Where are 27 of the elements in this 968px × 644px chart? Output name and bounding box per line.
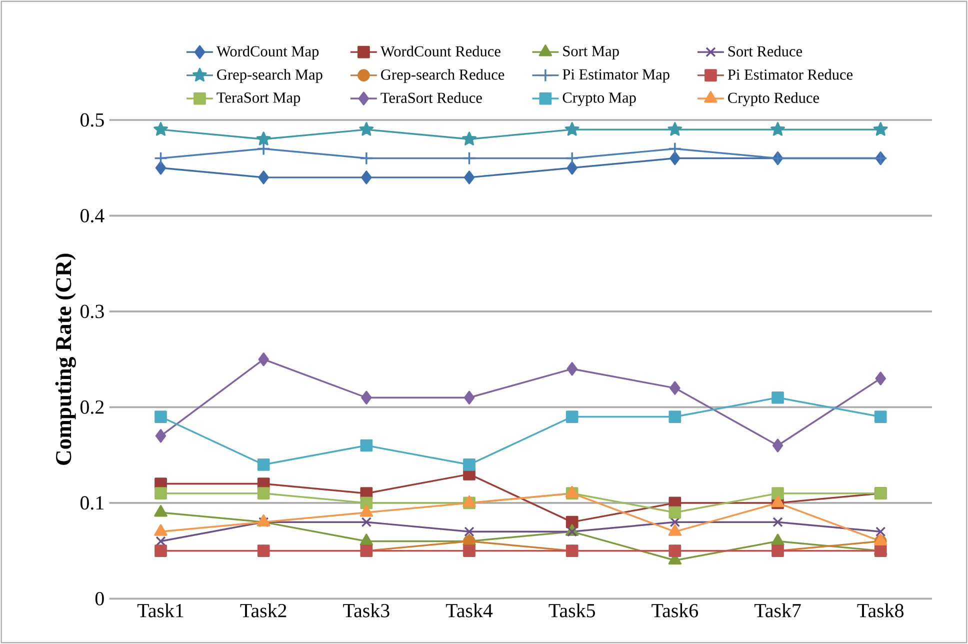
legend-label: Sort Map — [563, 46, 619, 60]
legend-label: Grep-search Reduce — [381, 69, 504, 83]
legend-label: Sort Reduce — [728, 46, 802, 57]
legend-label: WordCount Map — [216, 46, 319, 60]
legend-label: Pi Estimator Map — [562, 69, 670, 83]
legend-label: Crypto Map — [562, 92, 636, 106]
y-tick-label: 0.3 — [80, 304, 104, 318]
x-tick-label: Task6 — [652, 603, 698, 618]
x-tick-label: Task1 — [137, 603, 184, 618]
x-tick-label: Task7 — [754, 603, 801, 618]
x-tick-label: Task3 — [343, 603, 390, 618]
y-tick-label: 0.4 — [80, 208, 104, 223]
legend-label: WordCount Reduce — [380, 46, 500, 57]
y-tick-label: 0.5 — [80, 113, 104, 127]
x-tick-label: Task2 — [240, 603, 286, 618]
x-tick-label: Task4 — [446, 603, 493, 618]
y-tick-label: 0 — [95, 592, 104, 606]
legend-label: TeraSort Reduce — [380, 92, 482, 103]
legend-label: Grep-search Map — [217, 69, 322, 83]
y-axis-title: Computing Rate (CR) — [55, 254, 76, 465]
y-tick-label: 0.2 — [80, 400, 104, 414]
x-tick-label: Task8 — [857, 603, 904, 618]
legend-label: TeraSort Map — [216, 92, 300, 106]
legend-label: Pi Estimator Reduce — [728, 69, 853, 80]
legend-label: Crypto Reduce — [728, 92, 819, 106]
x-tick-label: Task5 — [548, 603, 595, 618]
y-tick-label: 0.1 — [80, 496, 104, 510]
